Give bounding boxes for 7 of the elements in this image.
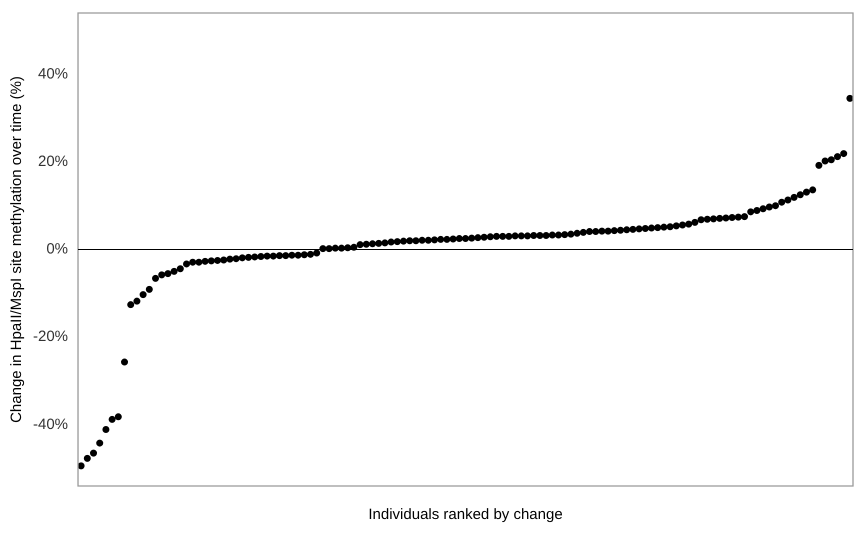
x-axis-title: Individuals ranked by change (368, 506, 563, 524)
y-tick-label: -20% (32, 328, 68, 346)
y-tick-label: -40% (32, 416, 68, 433)
y-tick-label: 40% (38, 65, 68, 82)
y-tick-label: 20% (38, 153, 68, 170)
y-tick-label: 0% (46, 240, 68, 258)
y-axis-title: Change in HpaII/MspI site methylation over time (%) (8, 76, 26, 423)
